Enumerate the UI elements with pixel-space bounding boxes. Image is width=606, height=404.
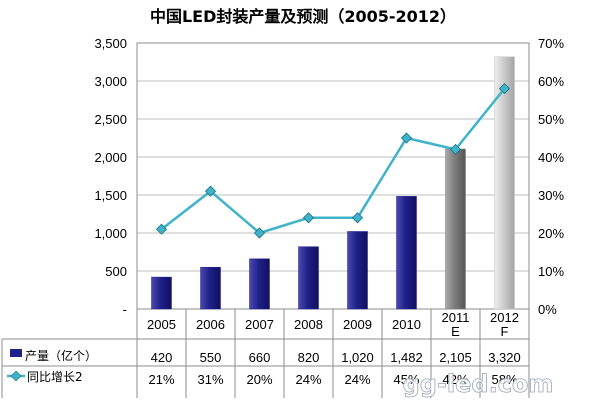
category-label: 2007 (245, 317, 274, 332)
growth-marker (302, 212, 315, 224)
growth-marker (400, 132, 413, 144)
growth-marker (498, 83, 511, 95)
chart-title: 中国LED封装产量及预测（2005-2012） (150, 7, 456, 26)
watermark: gg-led.com (403, 370, 554, 398)
bar (396, 196, 417, 310)
bar (249, 258, 270, 310)
category-label: 2009 (343, 317, 372, 332)
y-right-tick-label: 40% (538, 150, 564, 165)
bar (200, 266, 221, 310)
category-label: 2012 (490, 310, 519, 325)
growth-marker (351, 212, 364, 224)
bar-data-label: 420 (151, 350, 173, 365)
y-right-tick-label: 70% (538, 36, 564, 51)
bar-data-label: 3,320 (488, 350, 521, 365)
growth-marker (253, 227, 266, 239)
bar-data-label: 1,020 (341, 350, 374, 365)
growth-data-label: 24% (295, 372, 321, 387)
y-right-tick-label: 30% (538, 188, 564, 203)
bar-data-label: 550 (200, 350, 222, 365)
legend-label-bar: 产量（亿个） (25, 348, 97, 363)
growth-data-label: 42% (442, 372, 468, 387)
category-label: 2006 (196, 317, 225, 332)
legend-swatch-bar (10, 349, 22, 357)
growth-data-label: 45% (393, 372, 419, 387)
category-label: 2011 (442, 310, 470, 325)
y-left-tick-label: 1,500 (94, 188, 127, 203)
y-right-tick-label: 20% (538, 226, 564, 241)
y-left-tick-label: 3,000 (94, 74, 127, 89)
bar (494, 56, 515, 310)
bar-data-label: 660 (249, 350, 271, 365)
y-left-tick-label: 2,500 (94, 112, 127, 127)
growth-data-label: 21% (148, 372, 174, 387)
bar-data-label: 1,482 (390, 350, 423, 365)
plot-area: - 500 1,000 1,500 2,000 2,500 3,000 3,500 0% 10% 2… (94, 36, 564, 317)
y-left-tick-label: - (123, 302, 127, 317)
bar (298, 246, 319, 310)
y-left-tick-label: 1,000 (94, 226, 127, 241)
category-label: 2010 (392, 317, 421, 332)
y-left-tick-label: 2,000 (94, 150, 127, 165)
growth-marker (204, 185, 217, 197)
category-label: 2008 (294, 317, 323, 332)
category-label: F (501, 324, 509, 339)
y-right-tick-label: 60% (538, 74, 564, 89)
plot-border (136, 42, 530, 310)
bar-data-label: 820 (298, 350, 320, 365)
bar (445, 148, 466, 310)
legend-label-line: 同比增长2 (27, 370, 83, 384)
category-label: 2005 (147, 317, 176, 332)
y-right-tick-label: 0% (538, 302, 557, 317)
growth-data-label: 58% (491, 372, 517, 387)
growth-data-label: 31% (197, 372, 223, 387)
category-label: E (451, 324, 460, 339)
bar (347, 231, 368, 310)
growth-data-label: 20% (246, 372, 272, 387)
growth-line (160, 87, 506, 235)
y-right-tick-label: 10% (538, 264, 564, 279)
legend-swatch-marker (10, 370, 22, 382)
growth-marker (155, 223, 168, 235)
growth-marker (449, 143, 462, 155)
y-right-tick-label: 50% (538, 112, 564, 127)
growth-data-label: 24% (344, 372, 370, 387)
bar-data-label: 2,105 (439, 350, 472, 365)
y-left-tick-label: 500 (105, 264, 127, 279)
bar (151, 276, 172, 310)
y-left-tick-label: 3,500 (94, 36, 127, 51)
